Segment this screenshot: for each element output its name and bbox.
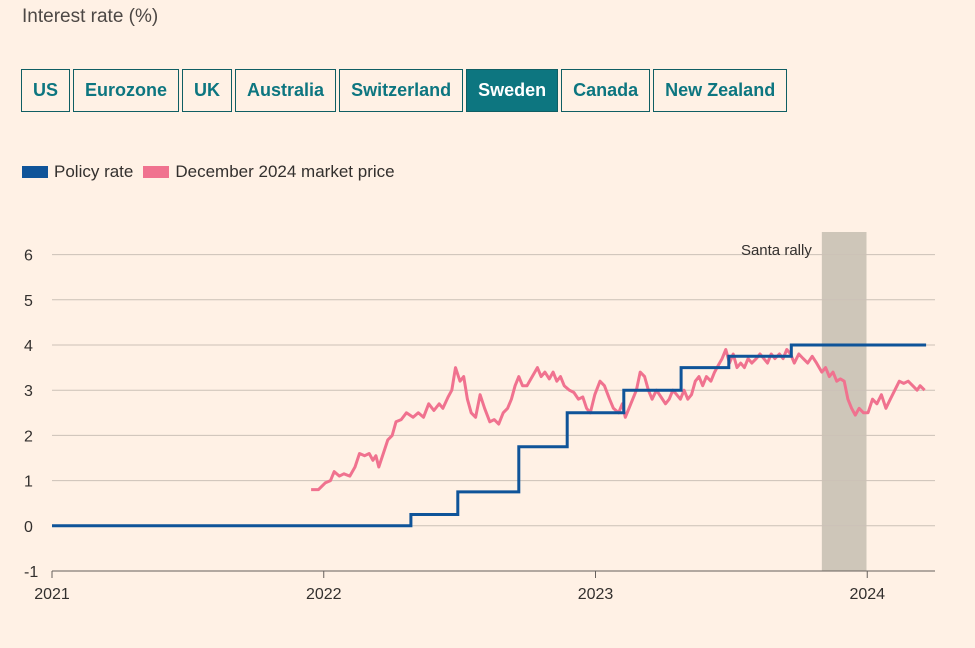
y-tick-label: 4 [24, 338, 33, 355]
legend-label-market-price: December 2024 market price [175, 162, 395, 181]
x-tick-label: 2023 [578, 586, 614, 603]
legend-label-policy-rate: Policy rate [54, 162, 134, 181]
legend-swatch-market-price [143, 166, 170, 178]
santa-rally-label: Santa rally [741, 242, 812, 259]
y-tick-label: -1 [24, 564, 38, 581]
country-tabs: US Eurozone UK Australia Switzerland Swe… [21, 69, 788, 112]
y-tick-label: 6 [24, 248, 33, 265]
tab-eurozone[interactable]: Eurozone [73, 69, 180, 112]
legend-item-policy-rate: Policy rate [22, 162, 133, 182]
tab-canada[interactable]: Canada [561, 69, 651, 112]
grid-lines [52, 254, 935, 527]
tab-australia[interactable]: Australia [235, 69, 337, 112]
y-tick-label: 5 [24, 293, 33, 310]
y-tick-label: 1 [24, 474, 33, 491]
chart-legend: Policy rate December 2024 market price [22, 162, 405, 182]
y-tick-label: 3 [24, 383, 33, 400]
legend-swatch-policy-rate [22, 166, 48, 178]
legend-item-market-price: December 2024 market price [143, 162, 395, 182]
chart-title: Interest rate (%) [22, 6, 159, 27]
x-axis-ticks: 2021 2022 2023 2024 [34, 571, 885, 603]
y-tick-label: 0 [24, 519, 33, 536]
tab-uk[interactable]: UK [182, 69, 233, 112]
tab-us[interactable]: US [21, 69, 71, 112]
santa-rally-shade [821, 232, 867, 571]
x-tick-label: 2021 [34, 586, 70, 603]
series-line-policy-rate [52, 343, 927, 528]
tab-sweden[interactable]: Sweden [466, 69, 559, 112]
y-tick-label: 2 [24, 428, 33, 445]
x-tick-label: 2024 [849, 586, 885, 603]
y-axis-ticks: -1 0 1 2 3 4 5 6 [24, 248, 38, 581]
x-tick-label: 2022 [306, 586, 342, 603]
tab-switzerland[interactable]: Switzerland [339, 69, 464, 112]
series-line-market-price [311, 348, 926, 492]
tab-new-zealand[interactable]: New Zealand [653, 69, 788, 112]
